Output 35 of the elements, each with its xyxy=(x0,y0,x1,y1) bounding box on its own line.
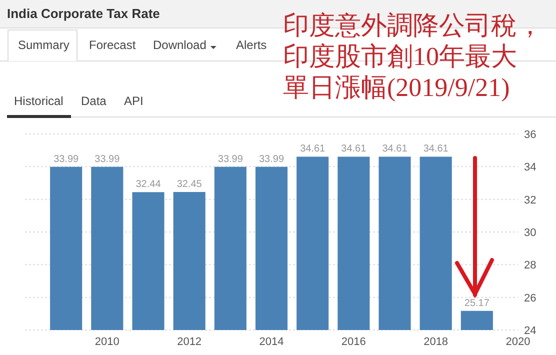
text: 印度股市創10年最大 xyxy=(283,42,517,71)
text: API xyxy=(124,94,144,108)
text: Download xyxy=(153,38,206,52)
x-tick-label: 2010 xyxy=(94,336,120,348)
data-label: 34.61 xyxy=(300,144,326,155)
data-label: 32.44 xyxy=(136,179,162,190)
y-tick-label: 24 xyxy=(524,325,536,337)
data-label: 25.17 xyxy=(464,298,490,309)
data-label: 34.61 xyxy=(423,144,449,155)
y-tick-label: 36 xyxy=(524,129,536,141)
x-tick-label: 2012 xyxy=(177,336,202,348)
y-tick-label: 32 xyxy=(524,194,536,206)
chart-title: India Corporate Tax Rate xyxy=(7,6,160,21)
data-label: 33.99 xyxy=(94,154,120,165)
y-tick-label: 30 xyxy=(524,227,536,239)
data-label: 34.61 xyxy=(341,144,367,155)
y-tick-label: 34 xyxy=(524,162,536,174)
x-tick-label: 2016 xyxy=(341,336,366,348)
data-label: 33.99 xyxy=(258,154,284,165)
data-label: 33.99 xyxy=(54,154,80,165)
data-label: 34.61 xyxy=(382,144,408,155)
text: Summary xyxy=(18,38,70,52)
text: 單日漲幅(2019/9/21) xyxy=(283,73,510,102)
x-tick-label: 2018 xyxy=(424,336,448,348)
text: Forecast xyxy=(89,38,136,52)
text: Data xyxy=(81,94,107,108)
text: Alerts xyxy=(236,38,267,52)
text: Historical xyxy=(14,94,64,108)
y-tick-label: 28 xyxy=(524,260,536,272)
x-tick-label: 2014 xyxy=(259,336,284,348)
text: 印度意外調降公司稅， xyxy=(283,11,543,40)
data-label: 33.99 xyxy=(218,154,244,165)
data-label: 32.45 xyxy=(176,178,202,190)
y-tick-label: 26 xyxy=(524,292,536,304)
x-tick-label: 2020 xyxy=(506,336,530,348)
